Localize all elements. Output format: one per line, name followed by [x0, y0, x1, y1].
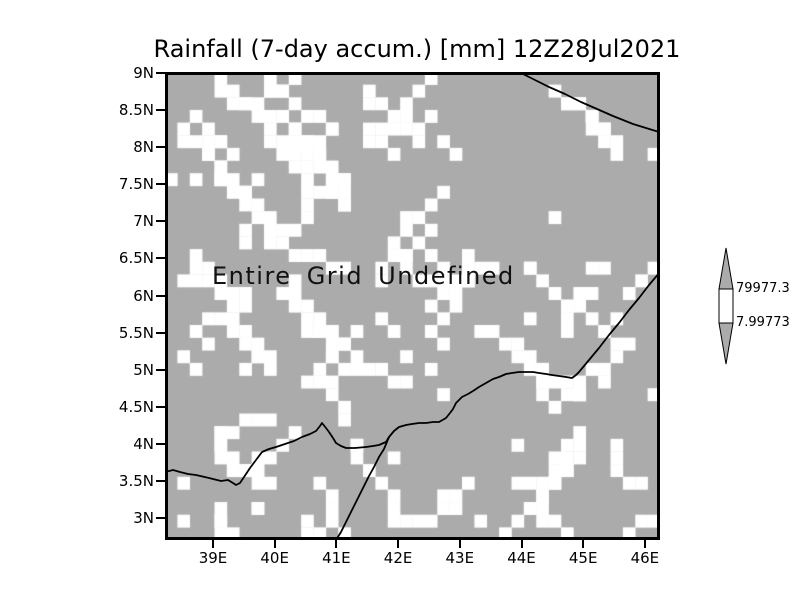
- y-axis-tick: [156, 368, 165, 371]
- colorbar-max-label: 79977.3: [736, 281, 790, 296]
- x-axis-tick-label: 43E: [445, 549, 475, 567]
- y-axis-tick-label: 4.5N: [118, 397, 154, 416]
- y-axis-tick-label: 8N: [133, 138, 154, 157]
- x-axis-tick: [273, 540, 276, 548]
- colorbar: [718, 247, 734, 365]
- x-axis-tick: [212, 540, 214, 548]
- y-axis-tick-label: 7N: [133, 212, 154, 231]
- x-axis-tick-label: 46E: [630, 549, 660, 567]
- coastline-path: [518, 72, 660, 133]
- y-axis-tick: [156, 517, 165, 520]
- x-axis-tick: [335, 540, 338, 548]
- y-axis-tick-label: 6N: [133, 286, 154, 305]
- y-axis-tick: [156, 257, 165, 260]
- x-axis-tick: [397, 540, 400, 548]
- chart-title: Rainfall (7-day accum.) [mm] 12Z28Jul202…: [153, 35, 681, 63]
- x-axis-tick: [458, 540, 461, 548]
- coastline-path: [335, 436, 390, 540]
- y-axis-tick: [156, 220, 165, 223]
- y-axis-tick: [156, 72, 165, 74]
- x-axis-tick: [520, 540, 523, 548]
- colorbar-up-arrow: [718, 247, 734, 290]
- x-axis-tick-label: 45E: [568, 549, 598, 567]
- y-axis-tick-label: 9N: [133, 64, 154, 82]
- y-axis-tick: [156, 479, 165, 482]
- y-axis-tick: [156, 405, 165, 408]
- x-axis-tick-label: 44E: [507, 549, 536, 567]
- y-axis-tick: [156, 442, 165, 445]
- x-axis-tick-label: 40E: [260, 549, 289, 567]
- y-axis-tick-label: 3.5N: [118, 471, 154, 490]
- coastline-path: [165, 271, 660, 486]
- y-axis-tick: [156, 146, 165, 149]
- x-axis-tick-label: 39E: [198, 549, 228, 567]
- x-axis-tick: [582, 540, 585, 548]
- x-axis-tick-label: 42E: [383, 549, 413, 567]
- colorbar-down-arrow: [718, 322, 734, 365]
- y-axis-tick-label: 8.5N: [118, 101, 154, 120]
- y-axis-tick: [156, 109, 165, 112]
- x-axis-tick: [643, 540, 646, 548]
- y-axis-tick-label: 4N: [133, 434, 154, 453]
- colorbar-box: [718, 288, 734, 324]
- y-axis-tick: [156, 294, 165, 297]
- y-axis-tick-label: 7.5N: [118, 175, 154, 194]
- x-axis-tick-label: 41E: [322, 549, 351, 567]
- plot-area: Entire Grid Undefined: [165, 72, 660, 540]
- colorbar-min-label: 7.99773: [736, 315, 790, 330]
- undefined-grid-message: Entire Grid Undefined: [212, 262, 515, 290]
- coastline-svg: [165, 72, 660, 540]
- y-axis-tick: [156, 183, 165, 186]
- y-axis-tick: [156, 331, 165, 334]
- y-axis-tick-label: 5.5N: [118, 323, 154, 342]
- undefined-grid-pattern: [165, 72, 660, 540]
- y-axis-tick-label: 3N: [133, 509, 154, 528]
- y-axis-tick-label: 6.5N: [118, 249, 154, 268]
- y-axis-tick-label: 5N: [133, 360, 154, 379]
